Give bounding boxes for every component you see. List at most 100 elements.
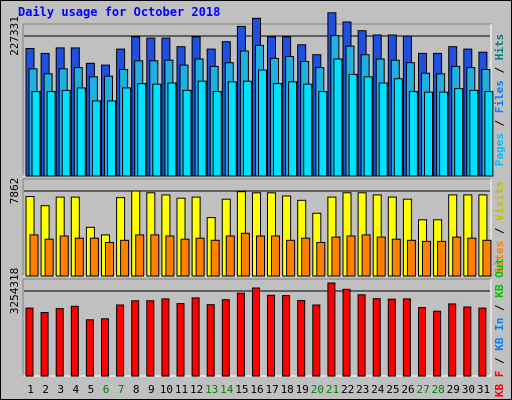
x-tick-label-day-29: 29 [447,383,460,396]
legend-kb-in: KB In [493,318,506,351]
bar-sites-day-23 [361,234,371,277]
legend-sites: Sites [493,241,506,274]
bar-sites-day-11 [180,238,190,277]
legend-separator: / [493,113,506,133]
bar-sites-day-10 [165,235,175,277]
bar-pages-day-5 [91,100,101,177]
x-tick-label-day-1: 1 [27,383,34,396]
bar-pages-day-9 [152,83,162,177]
bar-sites-day-2 [44,238,54,277]
panel-hits: 227331 Pages / Files / Hits [8,12,506,177]
bar-kb-f-day-9 [146,300,155,377]
bar-kb-f-day-22 [342,288,351,377]
bar-sites-day-15 [240,232,250,277]
bar-sites-day-3 [59,235,69,277]
bar-kb-f-day-17 [267,294,275,377]
bar-pages-day-20 [318,91,328,177]
x-tick-label-day-23: 23 [356,383,369,396]
bar-sites-day-1 [29,234,39,277]
bar-kb-f-day-25 [387,298,396,377]
bar-kb-f-day-29 [448,303,457,377]
bar-pages-day-22 [348,73,358,177]
x-tick-label-day-19: 19 [296,383,309,396]
bar-kb-f-day-3 [55,308,64,377]
bar-kb-f-day-23 [357,294,366,377]
bar-pages-day-24 [378,82,388,177]
legend-hits: Hits [493,34,506,61]
bar-sites-day-19 [301,237,311,277]
x-tick-label-day-17: 17 [265,383,278,396]
bar-pages-day-10 [167,82,177,177]
bar-sites-day-31 [482,239,492,277]
bar-sites-day-27 [422,240,431,277]
bar-kb-f-day-27 [418,307,426,377]
x-tick-label-day-9: 9 [148,383,155,396]
bar-pages-day-6 [107,100,116,177]
bar-kb-f-day-10 [161,298,170,377]
chart-title: Daily usage for October 2018 [18,5,220,19]
bar-pages-day-15 [242,80,252,177]
x-tick-label-day-3: 3 [57,383,64,396]
bar-pages-day-4 [76,87,86,177]
bar-pages-day-18 [288,81,298,177]
bar-kb-f-day-13 [206,304,215,377]
bar-pages-day-30 [469,89,479,177]
x-tick-label-day-12: 12 [190,383,203,396]
bar-pages-day-28 [439,91,449,177]
legend-separator: / [493,298,506,318]
legend-separator: / [493,221,506,241]
bar-kb-f-day-8 [131,300,140,377]
bar-pages-day-2 [46,91,56,177]
bar-kb-f-day-15 [236,292,245,377]
bar-sites-day-14 [225,235,235,277]
x-tick-label-day-6: 6 [103,383,110,396]
bar-sites-day-13 [210,239,220,277]
bar-pages-day-26 [408,91,418,177]
bar-kb-f-day-7 [116,304,125,377]
bar-kb-f-day-4 [70,305,79,377]
y-max-label: 3254318 [8,268,21,314]
legend-kb-f: KB F [493,371,506,398]
x-tick-label-day-2: 2 [42,383,49,396]
bar-pages-day-16 [258,69,267,177]
bar-pages-day-14 [227,81,237,177]
bar-pages-day-21 [333,58,343,177]
bar-kb-f-day-26 [402,298,411,377]
bar-sites-day-29 [452,236,462,277]
bar-sites-day-4 [74,237,84,277]
x-tick-label-day-5: 5 [88,383,95,396]
bar-kb-f-day-21 [327,282,336,377]
bar-sites-day-28 [437,240,447,277]
bar-pages-day-3 [61,89,71,177]
bar-sites-day-22 [346,235,356,277]
x-tick-label-day-26: 26 [401,383,414,396]
bar-kb-f-day-19 [297,300,306,377]
legend-visits: Visits [493,181,506,221]
x-tick-label-day-18: 18 [281,383,294,396]
bar-sites-day-20 [316,242,326,277]
bar-sites-day-18 [286,239,296,277]
bar-sites-day-16 [256,235,265,277]
x-tick-label-day-8: 8 [133,383,140,396]
bar-sites-day-26 [406,239,416,277]
bar-sites-day-24 [376,236,386,277]
bar-sites-day-8 [135,234,145,277]
bar-pages-day-8 [137,83,147,177]
x-tick-label-day-10: 10 [160,383,173,396]
x-tick-label-day-24: 24 [371,383,385,396]
x-tick-label-day-30: 30 [462,383,475,396]
bar-sites-day-25 [391,238,401,277]
bar-kb-f-day-1 [25,307,34,377]
legend-pages: Pages [493,133,506,166]
x-tick-label-day-7: 7 [118,383,125,396]
bar-kb-f-day-18 [282,295,291,377]
bar-sites-day-6 [105,242,114,277]
bar-pages-day-23 [363,76,373,177]
bar-kb-f-day-5 [85,319,94,377]
bar-kb-f-day-11 [176,303,185,377]
bar-pages-day-31 [484,91,494,177]
bar-pages-day-25 [393,78,403,177]
legend-files: Files [493,80,506,113]
bar-sites-day-5 [89,237,99,277]
